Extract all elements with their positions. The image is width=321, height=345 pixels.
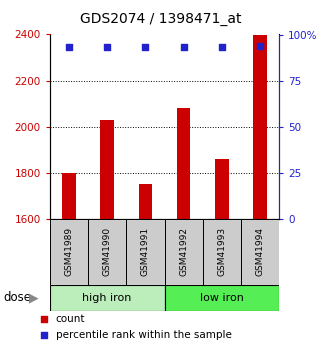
Text: dose: dose (3, 291, 31, 304)
Bar (62, 173, 75, 219)
Bar (203, 219, 241, 285)
Text: GSM41989: GSM41989 (65, 227, 74, 276)
Bar (50, 285, 164, 310)
Bar (177, 108, 190, 219)
Point (143, 45, 148, 50)
Text: GSM41992: GSM41992 (179, 227, 188, 276)
Point (181, 45, 186, 50)
Text: low iron: low iron (200, 293, 244, 303)
Text: GDS2074 / 1398471_at: GDS2074 / 1398471_at (80, 12, 241, 26)
Point (105, 45, 110, 50)
Bar (139, 185, 152, 219)
Bar (164, 285, 279, 310)
Bar (100, 120, 114, 219)
Text: GSM41994: GSM41994 (256, 227, 265, 276)
Bar (50, 219, 88, 285)
Bar (126, 219, 164, 285)
Point (257, 43, 263, 48)
Bar (88, 219, 126, 285)
Bar (241, 219, 279, 285)
Bar (164, 219, 203, 285)
Point (219, 45, 224, 50)
Text: GSM41991: GSM41991 (141, 227, 150, 276)
Text: percentile rank within the sample: percentile rank within the sample (56, 330, 232, 340)
Text: ▶: ▶ (29, 291, 39, 304)
Bar (254, 34, 267, 219)
Text: high iron: high iron (82, 293, 132, 303)
Point (66, 45, 72, 50)
Point (41, 332, 46, 337)
Bar (215, 159, 229, 219)
Point (41, 316, 46, 322)
Text: GSM41990: GSM41990 (103, 227, 112, 276)
Text: count: count (56, 314, 85, 324)
Text: GSM41993: GSM41993 (217, 227, 226, 276)
